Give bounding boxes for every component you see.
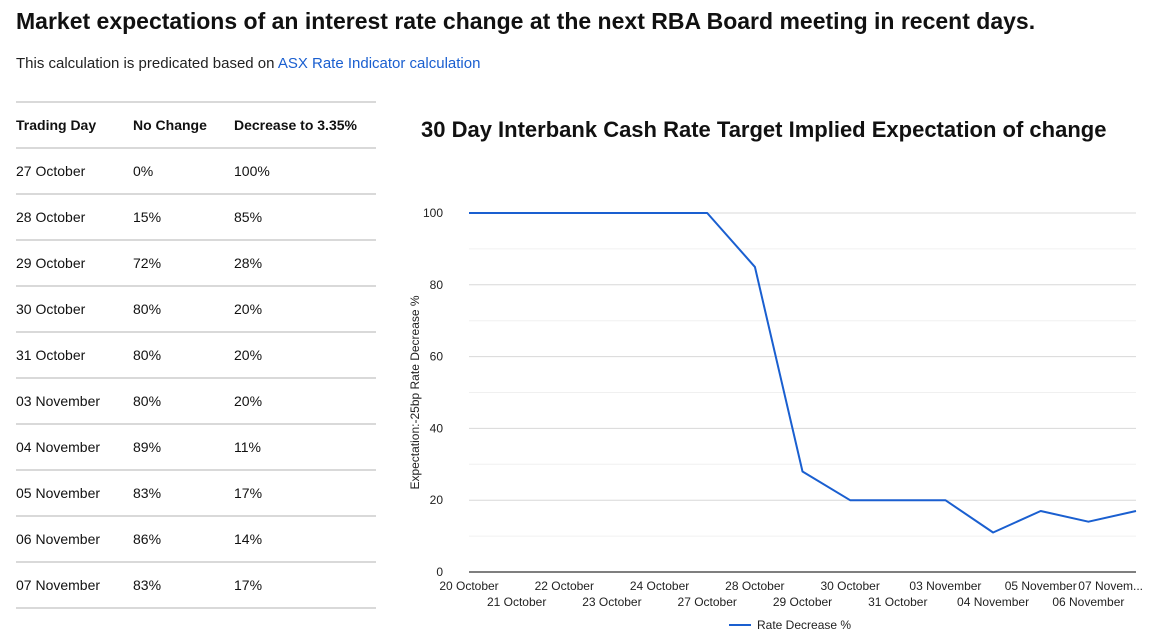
x-tick-label: 27 October: [678, 595, 737, 609]
x-tick-label: 30 October: [820, 579, 879, 593]
table-row: 06 November 86% 14%: [16, 516, 376, 562]
x-tick-label: 03 November: [909, 579, 981, 593]
legend-label: Rate Decrease %: [757, 618, 851, 632]
cell-decrease: 20%: [234, 301, 263, 317]
x-tick-label: 20 October: [439, 579, 498, 593]
cell-no-change: 80%: [133, 301, 162, 317]
cell-decrease: 20%: [234, 347, 263, 363]
cell-no-change: 89%: [133, 439, 162, 455]
cell-decrease: 17%: [234, 577, 263, 593]
x-tick-label: 29 October: [773, 595, 832, 609]
cell-decrease: 20%: [234, 393, 263, 409]
x-tick-label: 04 November: [957, 595, 1029, 609]
subtitle: This calculation is predicated based on …: [16, 55, 480, 72]
asx-rate-indicator-link[interactable]: ASX Rate Indicator calculation: [277, 55, 481, 72]
cell-no-change: 80%: [133, 393, 162, 409]
cell-trading-day: 05 November: [16, 485, 101, 501]
cell-trading-day: 31 October: [16, 347, 86, 363]
cell-no-change: 86%: [133, 531, 162, 547]
cell-trading-day: 29 October: [16, 255, 86, 271]
y-tick-label: 20: [430, 493, 444, 507]
y-tick-label: 40: [430, 421, 444, 435]
cell-trading-day: 07 November: [16, 577, 101, 593]
cell-no-change: 72%: [133, 255, 162, 271]
chart-title: 30 Day Interbank Cash Rate Target Implie…: [421, 117, 1107, 142]
x-tick-label: 07 Novem...: [1078, 579, 1143, 593]
series-line-rate-decrease: [469, 212, 1137, 534]
subtitle-text: This calculation is predicated based on: [16, 55, 278, 72]
x-tick-label: 31 October: [868, 595, 927, 609]
y-tick-label: 60: [430, 350, 444, 364]
cell-no-change: 80%: [133, 347, 162, 363]
x-tick-label: 22 October: [535, 579, 594, 593]
line-chart: 0 20 40 60 80 100 Expectation:-25bp Rate Decre…: [408, 206, 1143, 632]
y-tick-label: 0: [436, 565, 443, 579]
x-tick-label: 21 October: [487, 595, 546, 609]
header-no-change: No Change: [133, 117, 207, 133]
header-trading-day: Trading Day: [16, 117, 97, 133]
table-header-row: Trading Day No Change Decrease to 3.35%: [16, 102, 376, 148]
cell-trading-day: 04 November: [16, 439, 101, 455]
cell-no-change: 0%: [133, 163, 154, 179]
table-row: 04 November 89% 11%: [16, 424, 376, 470]
cell-trading-day: 03 November: [16, 393, 101, 409]
table-row: 07 November 83% 17%: [16, 562, 376, 608]
cell-decrease: 85%: [234, 209, 263, 225]
x-tick-label: 05 November: [1005, 579, 1077, 593]
x-tick-label: 24 October: [630, 579, 689, 593]
table-row: 29 October 72% 28%: [16, 240, 376, 286]
cell-trading-day: 27 October: [16, 163, 86, 179]
cell-trading-day: 06 November: [16, 531, 101, 547]
x-tick-label: 28 October: [725, 579, 784, 593]
cell-decrease: 11%: [234, 439, 261, 455]
cell-trading-day: 28 October: [16, 209, 86, 225]
expectations-table: Trading Day No Change Decrease to 3.35% …: [16, 101, 376, 609]
expectations-table-container: Trading Day No Change Decrease to 3.35% …: [16, 101, 376, 609]
x-tick-label: 23 October: [582, 595, 641, 609]
page-title: Market expectations of an interest rate …: [16, 8, 1036, 34]
table-row: 27 October 0% 100%: [16, 148, 376, 194]
cell-decrease: 17%: [234, 485, 263, 501]
cell-no-change: 83%: [133, 485, 162, 501]
table-row: 31 October 80% 20%: [16, 332, 376, 378]
cell-trading-day: 30 October: [16, 301, 86, 317]
y-axis-label: Expectation:-25bp Rate Decrease %: [408, 295, 422, 489]
cell-decrease: 28%: [234, 255, 263, 271]
x-tick-label: 06 November: [1052, 595, 1124, 609]
y-tick-label: 100: [423, 206, 443, 220]
cell-no-change: 15%: [133, 209, 162, 225]
cell-decrease: 100%: [234, 163, 270, 179]
table-row: 28 October 15% 85%: [16, 194, 376, 240]
cell-decrease: 14%: [234, 531, 263, 547]
cell-no-change: 83%: [133, 577, 162, 593]
table-row: 05 November 83% 17%: [16, 470, 376, 516]
header-decrease: Decrease to 3.35%: [234, 117, 357, 133]
y-tick-label: 80: [430, 278, 444, 292]
table-row: 30 October 80% 20%: [16, 286, 376, 332]
table-row: 03 November 80% 20%: [16, 378, 376, 424]
